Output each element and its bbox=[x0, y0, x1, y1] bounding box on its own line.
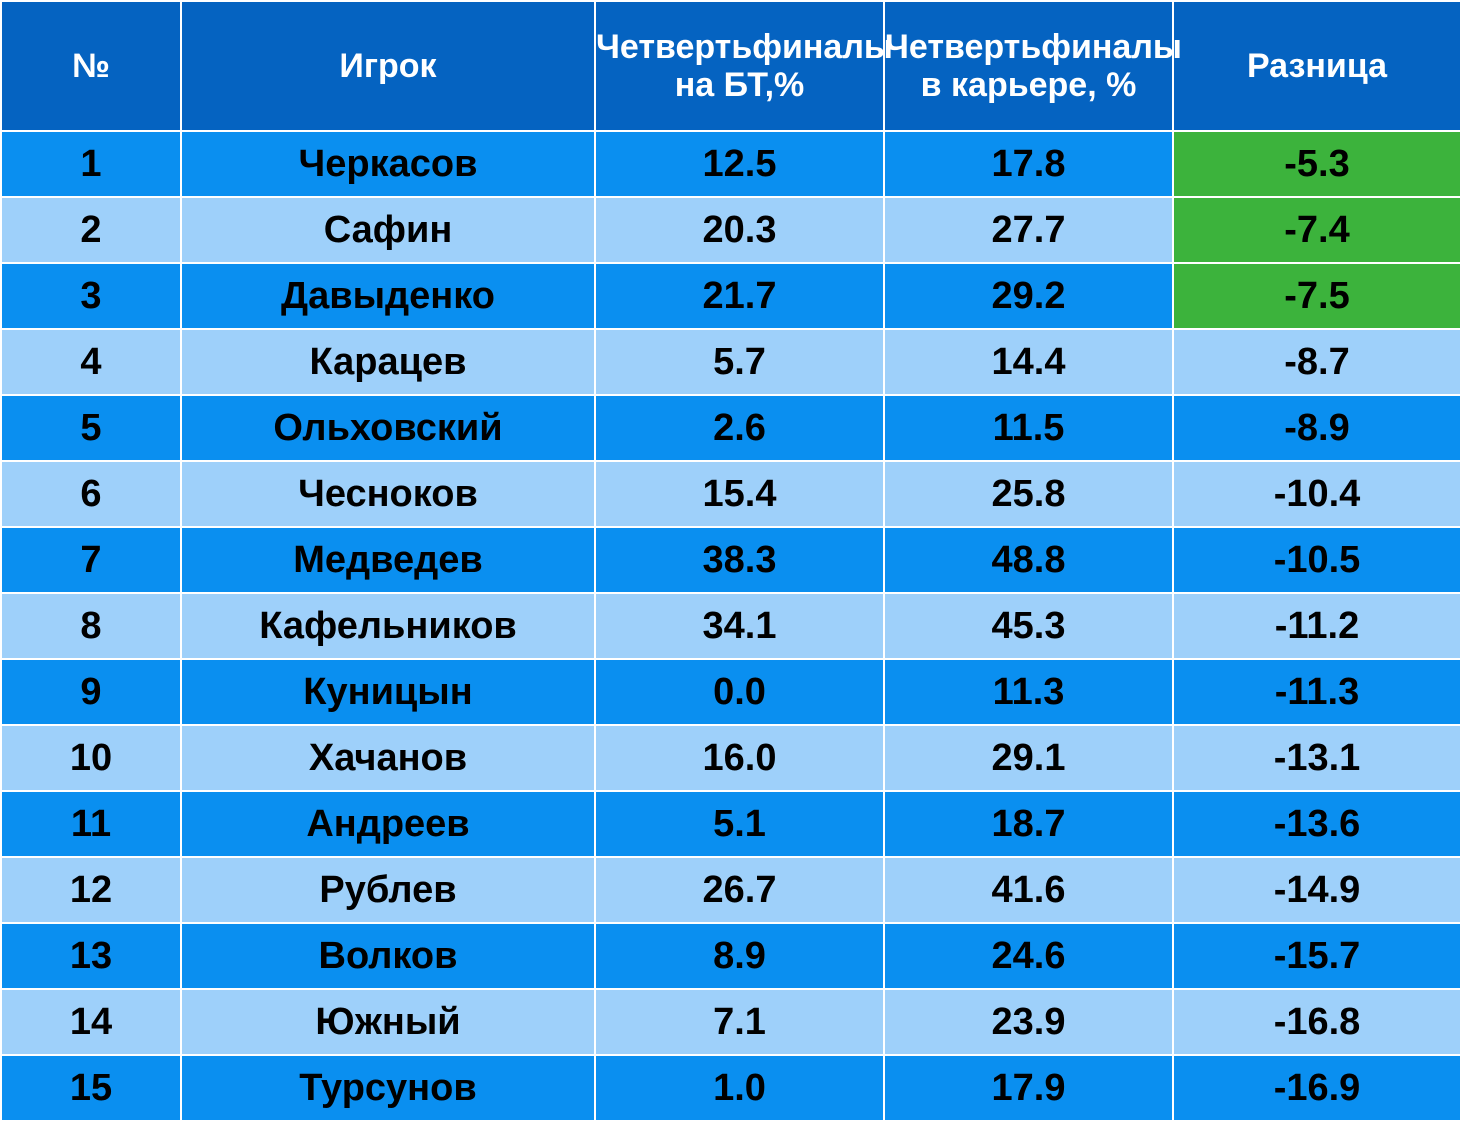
cell-player: Давыденко bbox=[180, 262, 596, 330]
cell-bt-quarterfinals: 38.3 bbox=[594, 526, 885, 594]
table-row: 7 Медведев 38.3 48.8 -10.5 bbox=[0, 526, 1460, 594]
cell-difference: -11.2 bbox=[1172, 592, 1460, 660]
cell-player: Турсунов bbox=[180, 1054, 596, 1122]
header-number: № bbox=[0, 0, 182, 132]
cell-difference: -10.5 bbox=[1172, 526, 1460, 594]
cell-career-quarterfinals: 18.7 bbox=[883, 790, 1174, 858]
cell-bt-quarterfinals: 12.5 bbox=[594, 130, 885, 198]
cell-number: 13 bbox=[0, 922, 182, 990]
cell-career-quarterfinals: 11.3 bbox=[883, 658, 1174, 726]
cell-bt-quarterfinals: 2.6 bbox=[594, 394, 885, 462]
cell-player: Сафин bbox=[180, 196, 596, 264]
cell-bt-quarterfinals: 5.7 bbox=[594, 328, 885, 396]
cell-number: 7 bbox=[0, 526, 182, 594]
cell-career-quarterfinals: 25.8 bbox=[883, 460, 1174, 528]
cell-number: 9 bbox=[0, 658, 182, 726]
table-row: 9 Куницын 0.0 11.3 -11.3 bbox=[0, 658, 1460, 726]
table-row: 4 Карацев 5.7 14.4 -8.7 bbox=[0, 328, 1460, 396]
table-body: 1 Черкасов 12.5 17.8 -5.3 2 Сафин 20.3 27.7 -7.4 3… bbox=[0, 130, 1460, 1122]
table-row: 5 Ольховский 2.6 11.5 -8.9 bbox=[0, 394, 1460, 462]
cell-number: 1 bbox=[0, 130, 182, 198]
cell-number: 8 bbox=[0, 592, 182, 660]
cell-number: 14 bbox=[0, 988, 182, 1056]
cell-number: 3 bbox=[0, 262, 182, 330]
cell-career-quarterfinals: 17.9 bbox=[883, 1054, 1174, 1122]
table-row: 15 Турсунов 1.0 17.9 -16.9 bbox=[0, 1054, 1460, 1122]
header-difference: Разница bbox=[1172, 0, 1460, 132]
cell-player: Черкасов bbox=[180, 130, 596, 198]
cell-career-quarterfinals: 45.3 bbox=[883, 592, 1174, 660]
table-header: № Игрок Четвертьфиналы на БТ,% Четвертьф… bbox=[0, 0, 1460, 132]
cell-number: 6 bbox=[0, 460, 182, 528]
cell-bt-quarterfinals: 1.0 bbox=[594, 1054, 885, 1122]
cell-difference: -7.4 bbox=[1172, 196, 1460, 264]
cell-number: 5 bbox=[0, 394, 182, 462]
cell-difference: -11.3 bbox=[1172, 658, 1460, 726]
cell-bt-quarterfinals: 15.4 bbox=[594, 460, 885, 528]
cell-player: Карацев bbox=[180, 328, 596, 396]
cell-difference: -16.9 bbox=[1172, 1054, 1460, 1122]
header-bt-quarterfinals: Четвертьфиналы на БТ,% bbox=[594, 0, 893, 132]
table-row: 8 Кафельников 34.1 45.3 -11.2 bbox=[0, 592, 1460, 660]
header-row: № Игрок Четвертьфиналы на БТ,% Четвертьф… bbox=[0, 0, 1460, 132]
cell-career-quarterfinals: 14.4 bbox=[883, 328, 1174, 396]
cell-bt-quarterfinals: 34.1 bbox=[594, 592, 885, 660]
cell-number: 12 bbox=[0, 856, 182, 924]
cell-career-quarterfinals: 29.2 bbox=[883, 262, 1174, 330]
cell-career-quarterfinals: 41.6 bbox=[883, 856, 1174, 924]
cell-bt-quarterfinals: 21.7 bbox=[594, 262, 885, 330]
table-row: 2 Сафин 20.3 27.7 -7.4 bbox=[0, 196, 1460, 264]
table-row: 3 Давыденко 21.7 29.2 -7.5 bbox=[0, 262, 1460, 330]
cell-number: 4 bbox=[0, 328, 182, 396]
cell-number: 15 bbox=[0, 1054, 182, 1122]
cell-bt-quarterfinals: 16.0 bbox=[594, 724, 885, 792]
table-row: 11 Андреев 5.1 18.7 -13.6 bbox=[0, 790, 1460, 858]
cell-career-quarterfinals: 24.6 bbox=[883, 922, 1174, 990]
table-row: 13 Волков 8.9 24.6 -15.7 bbox=[0, 922, 1460, 990]
cell-bt-quarterfinals: 20.3 bbox=[594, 196, 885, 264]
table-row: 6 Чесноков 15.4 25.8 -10.4 bbox=[0, 460, 1460, 528]
cell-career-quarterfinals: 48.8 bbox=[883, 526, 1174, 594]
cell-difference: -16.8 bbox=[1172, 988, 1460, 1056]
table-row: 12 Рублев 26.7 41.6 -14.9 bbox=[0, 856, 1460, 924]
cell-player: Ольховский bbox=[180, 394, 596, 462]
cell-career-quarterfinals: 11.5 bbox=[883, 394, 1174, 462]
header-career-quarterfinals: Четвертьфиналы в карьере, % bbox=[883, 0, 1182, 132]
cell-player: Рублев bbox=[180, 856, 596, 924]
cell-number: 11 bbox=[0, 790, 182, 858]
cell-difference: -13.6 bbox=[1172, 790, 1460, 858]
cell-difference: -8.9 bbox=[1172, 394, 1460, 462]
cell-bt-quarterfinals: 0.0 bbox=[594, 658, 885, 726]
cell-player: Кафельников bbox=[180, 592, 596, 660]
cell-player: Медведев bbox=[180, 526, 596, 594]
cell-bt-quarterfinals: 7.1 bbox=[594, 988, 885, 1056]
cell-difference: -15.7 bbox=[1172, 922, 1460, 990]
cell-career-quarterfinals: 17.8 bbox=[883, 130, 1174, 198]
cell-difference: -7.5 bbox=[1172, 262, 1460, 330]
cell-difference: -14.9 bbox=[1172, 856, 1460, 924]
table-row: 14 Южный 7.1 23.9 -16.8 bbox=[0, 988, 1460, 1056]
table-row: 1 Черкасов 12.5 17.8 -5.3 bbox=[0, 130, 1460, 198]
header-player: Игрок bbox=[180, 0, 596, 132]
cell-player: Волков bbox=[180, 922, 596, 990]
cell-career-quarterfinals: 27.7 bbox=[883, 196, 1174, 264]
cell-difference: -8.7 bbox=[1172, 328, 1460, 396]
cell-bt-quarterfinals: 26.7 bbox=[594, 856, 885, 924]
cell-player: Южный bbox=[180, 988, 596, 1056]
cell-player: Куницын bbox=[180, 658, 596, 726]
cell-player: Хачанов bbox=[180, 724, 596, 792]
cell-bt-quarterfinals: 5.1 bbox=[594, 790, 885, 858]
cell-number: 10 bbox=[0, 724, 182, 792]
table-row: 10 Хачанов 16.0 29.1 -13.1 bbox=[0, 724, 1460, 792]
cell-player: Андреев bbox=[180, 790, 596, 858]
cell-bt-quarterfinals: 8.9 bbox=[594, 922, 885, 990]
cell-player: Чесноков bbox=[180, 460, 596, 528]
cell-number: 2 bbox=[0, 196, 182, 264]
cell-difference: -5.3 bbox=[1172, 130, 1460, 198]
cell-career-quarterfinals: 23.9 bbox=[883, 988, 1174, 1056]
cell-difference: -13.1 bbox=[1172, 724, 1460, 792]
cell-career-quarterfinals: 29.1 bbox=[883, 724, 1174, 792]
cell-difference: -10.4 bbox=[1172, 460, 1460, 528]
